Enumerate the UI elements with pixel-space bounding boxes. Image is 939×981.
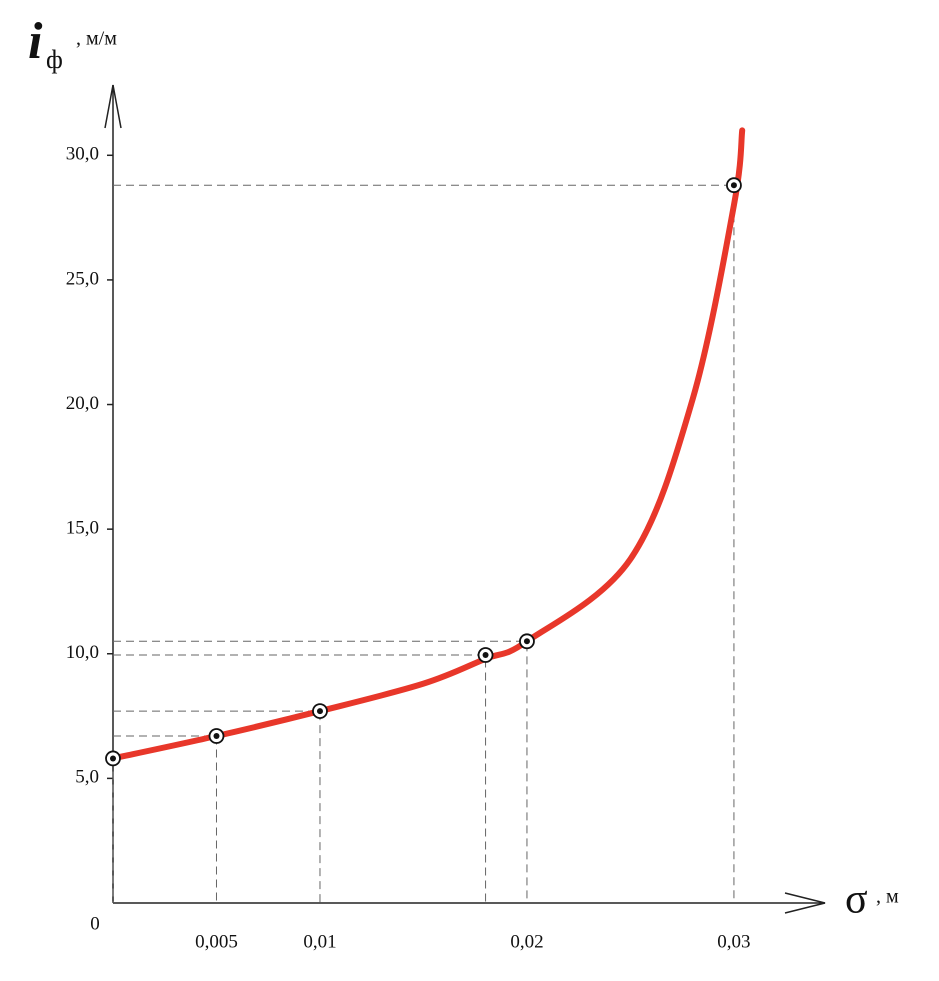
y-tick-label: 30,0 xyxy=(66,144,99,165)
y-axis-arrow xyxy=(104,84,122,129)
y-tick-label: 5,0 xyxy=(75,767,99,788)
guide-line xyxy=(113,640,528,903)
x-axis-label: σ xyxy=(845,877,868,923)
y-axis-unit: , м/м xyxy=(76,28,117,50)
guide-line xyxy=(113,710,321,903)
x-tick-label: 0,03 xyxy=(717,931,750,952)
axes xyxy=(104,84,826,914)
point-dot xyxy=(730,182,737,189)
guide-line xyxy=(113,654,487,903)
point-dot xyxy=(316,708,323,715)
y-tick-label: 15,0 xyxy=(66,518,99,539)
guide-line xyxy=(113,735,217,903)
guide-line xyxy=(113,184,735,903)
point-dot xyxy=(482,652,489,659)
x-tick-label: 0,02 xyxy=(510,931,543,952)
x-axis-arrow xyxy=(784,892,826,914)
y-tick-label: 25,0 xyxy=(66,268,99,289)
y-tick-label: 10,0 xyxy=(66,642,99,663)
point-dot xyxy=(523,638,530,645)
point-dot xyxy=(110,755,116,762)
y-tick-label: 20,0 xyxy=(66,393,99,414)
y-axis-label: i xyxy=(28,13,43,70)
x-tick-label: 0,005 xyxy=(195,931,238,952)
x-axis-unit: , м xyxy=(876,886,899,908)
y-axis-label-sub: ф xyxy=(46,45,63,74)
x-tick-label: 0,01 xyxy=(303,931,336,952)
curve xyxy=(110,127,746,762)
x-tick-label: 0 xyxy=(90,913,100,934)
point-dot xyxy=(213,733,220,740)
